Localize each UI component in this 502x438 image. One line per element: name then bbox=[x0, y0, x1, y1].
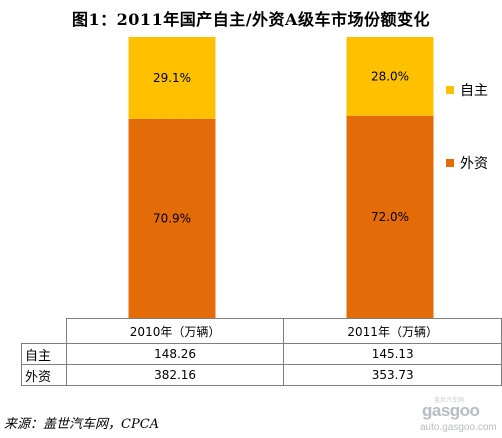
table-row-label: 自主 bbox=[21, 343, 67, 365]
table-corner bbox=[21, 318, 67, 344]
legend-item-zizhu: 自主 bbox=[446, 80, 488, 100]
bar-segment-自主-1 bbox=[346, 37, 434, 116]
stacked-bar-chart: 70.9% 29.1% 72.0% 28.0% bbox=[128, 37, 434, 318]
table-header-row: 2010年（万辆） 2011年（万辆） bbox=[21, 318, 502, 344]
watermark-brand-text: gasgoo bbox=[422, 401, 480, 420]
watermark-url-text: auto.gasgoo.com bbox=[420, 422, 497, 433]
chart-title: 图1：2011年国产自主/外资A级车市场份额变化 bbox=[72, 10, 430, 29]
table-cell: 145.13 bbox=[283, 343, 502, 365]
legend-label-zizhu: 自主 bbox=[460, 83, 488, 99]
bar-segment-外资-0 bbox=[128, 118, 216, 318]
table-column-header: 2011年（万辆） bbox=[283, 318, 502, 344]
legend-label-waizi: 外资 bbox=[460, 156, 488, 172]
bars-group: 70.9% 29.1% 72.0% 28.0% bbox=[128, 37, 434, 318]
source-note: 来源：盖世汽车网，CPCA bbox=[4, 417, 160, 432]
legend-swatch-waizi bbox=[446, 159, 454, 167]
legend-swatch-zizhu bbox=[446, 86, 454, 94]
table-cell: 353.73 bbox=[283, 364, 502, 386]
data-label-自主-0: 29.1% bbox=[153, 71, 191, 85]
table-column-header: 2010年（万辆） bbox=[65, 318, 285, 344]
table-row: 自主 148.26 145.13 bbox=[21, 343, 502, 365]
table-row: 外资 382.16 353.73 bbox=[21, 364, 502, 386]
data-label-外资-0: 70.9% bbox=[153, 211, 191, 225]
bar-segment-自主-0 bbox=[128, 37, 216, 119]
bar-segment-外资-1 bbox=[346, 115, 434, 318]
table-cell: 382.16 bbox=[65, 364, 285, 386]
gasgoo-watermark-logo: 盖世汽车网 gasgoo auto.gasgoo.com bbox=[404, 395, 500, 435]
data-label-外资-1: 72.0% bbox=[371, 210, 409, 224]
table-cell: 148.26 bbox=[65, 343, 285, 365]
data-table: 2010年（万辆） 2011年（万辆） 自主 148.26 145.13 外资 … bbox=[21, 318, 502, 386]
watermark-cn-text: 盖世汽车网 bbox=[434, 397, 465, 404]
table-row-label: 外资 bbox=[21, 364, 67, 386]
data-label-自主-1: 28.0% bbox=[371, 69, 409, 83]
legend-item-waizi: 外资 bbox=[446, 153, 488, 173]
